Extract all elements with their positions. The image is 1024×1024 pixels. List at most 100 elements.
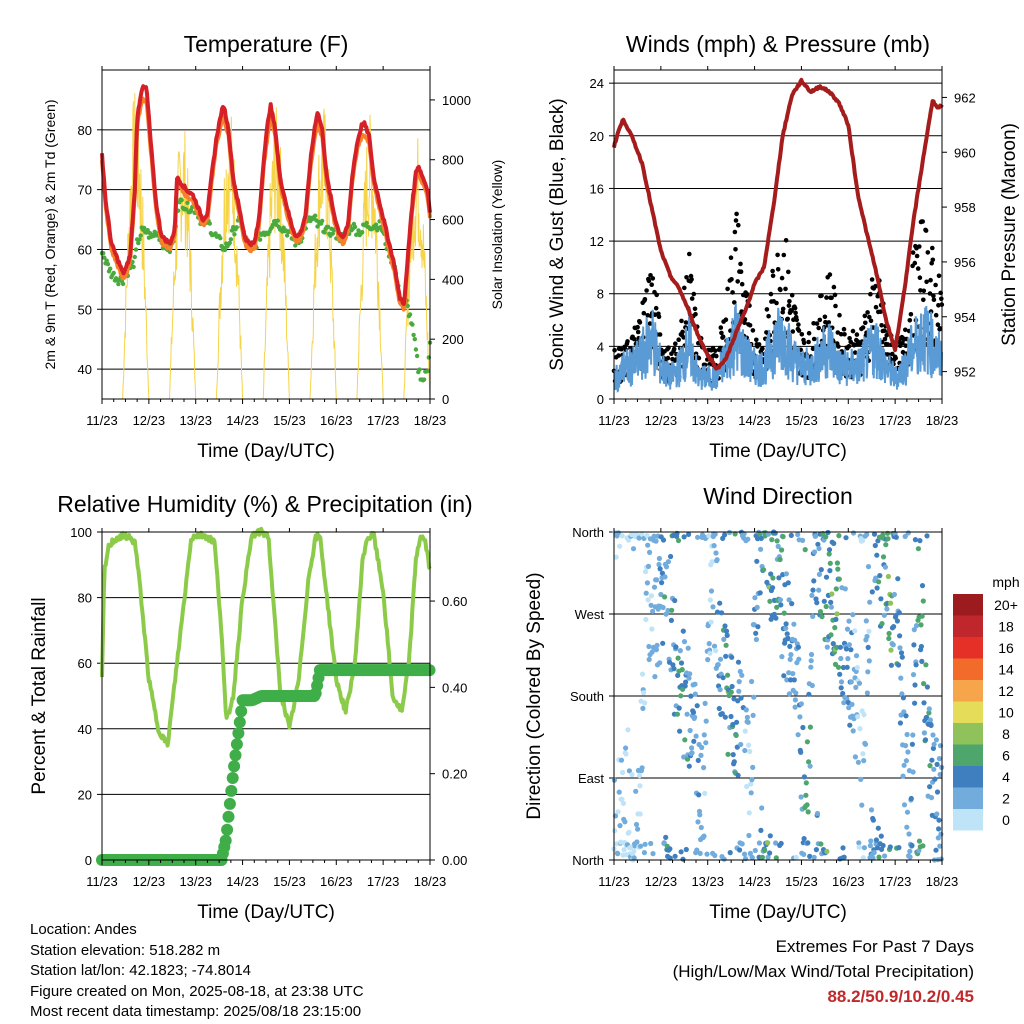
legend-swatch [953,658,983,680]
direction-point [816,571,823,578]
direction-point [867,599,873,605]
direction-point [835,664,842,670]
direction-point [826,547,833,553]
direction-point [844,664,850,670]
gust-point [619,346,624,352]
direction-point [682,737,688,743]
direction-point [617,543,623,549]
direction-point [689,750,695,756]
humidity-y2tick-label: 0.60 [442,594,467,609]
direction-point [765,840,771,846]
sonic-wind-line [613,303,943,393]
dewpoint-point [373,222,379,227]
dewpoint-point [352,224,358,230]
dewpoint-point [330,231,335,236]
gust-point [885,342,891,347]
direction-point [908,795,914,802]
gust-point [781,252,787,258]
direction-point [846,642,853,648]
direction-point [706,641,712,647]
gust-point [739,281,745,287]
direction-point [738,695,744,701]
direction-point [928,795,935,801]
direction-ytick-label: North [572,525,604,540]
direction-point [747,850,754,857]
direction-point [667,855,673,861]
direction-point [902,533,908,539]
direction-point [702,790,708,797]
gust-point [827,272,833,277]
gust-point [833,303,838,309]
direction-point [920,598,926,604]
direction-point [668,553,674,560]
dewpoint-point [407,312,413,317]
station-info: Location: Andes Station elevation: 518.2… [30,920,364,1023]
direction-point [708,588,715,594]
direction-point [836,576,842,582]
direction-point [936,756,943,762]
humidity-ytick-label: 0 [85,853,92,868]
direction-point [873,575,879,581]
direction-point [767,833,773,839]
gust-point [831,284,837,290]
direction-point [883,542,889,548]
temperature-ytick-label: 60 [78,242,92,257]
gust-point [646,278,652,284]
direction-point [683,679,689,685]
direction-point [871,531,878,537]
direction-point [746,810,752,816]
gust-point [854,332,860,337]
pressure-line [612,77,944,371]
direction-point [779,654,785,660]
direction-point [856,680,863,686]
direction-point [901,802,908,808]
gust-point [732,229,738,235]
direction-point [615,851,621,857]
direction-point [649,649,655,655]
gust-point [917,244,922,249]
direction-point [788,677,794,683]
dewpoint-point [359,230,365,235]
gust-point [796,322,801,327]
direction-point [695,534,701,540]
legend-swatch [953,766,983,788]
gust-point [794,317,799,323]
direction-point [707,650,713,656]
temperature-xtick-label: 18/23 [414,413,447,428]
humidity-y2tick-label: 0.00 [442,853,467,868]
direction-point [864,531,870,538]
direction-point [921,700,927,706]
direction-xtick-label: 16/23 [832,874,865,889]
direction-point [938,831,944,837]
direction-point [745,536,751,542]
direction-point [821,598,827,604]
direction-point [660,604,666,611]
gust-point [775,267,781,272]
direction-point [923,662,929,668]
precipitation-point [223,797,236,810]
direction-point [759,854,766,860]
gust-point [692,306,698,312]
dewpoint-point [257,237,263,242]
gust-point [635,329,641,335]
winds-title: Winds (mph) & Pressure (mb) [626,31,930,57]
direction-point [686,763,692,769]
direction-point [891,624,897,630]
direction-point [874,845,881,851]
winds-ytick-label: 12 [590,234,604,249]
gust-point [817,317,823,323]
direction-point [717,600,723,606]
direction-point [910,672,917,678]
direction-point [899,654,905,660]
direction-point [790,671,796,677]
direction-point [840,845,846,851]
direction-point [800,724,806,731]
direction-point [647,549,653,556]
direction-point [938,856,944,862]
direction-point [719,610,725,616]
gust-point [837,312,842,318]
gust-point [676,337,681,343]
direction-point [831,540,837,547]
direction-point [823,603,829,610]
direction-point [863,618,869,624]
